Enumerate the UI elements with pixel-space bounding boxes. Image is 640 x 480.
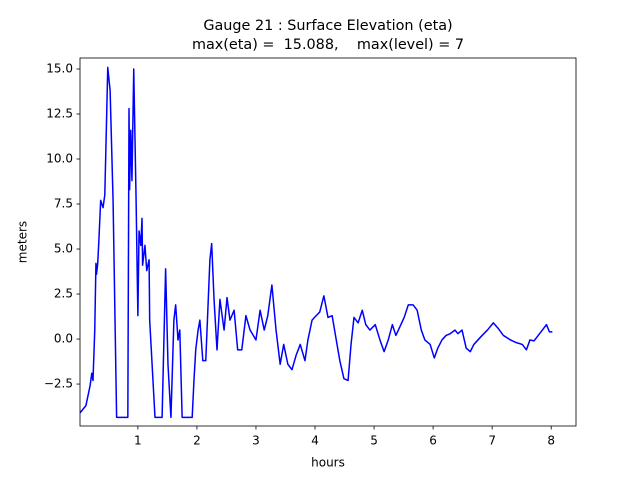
x-axis-label: hours (311, 456, 345, 470)
y-tick-label: −2.5 (44, 377, 73, 391)
y-tick-label: 0.0 (54, 332, 73, 346)
y-axis-label: meters (16, 221, 30, 263)
x-tick-label: 4 (311, 434, 319, 448)
y-tick-label: 12.5 (46, 106, 73, 120)
x-tick-label: 5 (370, 434, 378, 448)
x-tick-label: 3 (252, 434, 260, 448)
data-line (80, 66, 553, 419)
chart-title: Gauge 21 : Surface Elevation (eta) (203, 18, 452, 34)
x-tick-label: 1 (134, 434, 142, 448)
y-tick-label: 2.5 (54, 287, 73, 301)
y-tick-label: 10.0 (46, 152, 73, 166)
y-tick-label: 7.5 (54, 197, 73, 211)
chart-subtitle: max(eta) = 15.088, max(level) = 7 (192, 37, 464, 53)
y-tick-label: 15.0 (46, 61, 73, 75)
plot-frame (79, 57, 577, 427)
x-tick-label: 6 (429, 434, 437, 448)
x-tick-label: 2 (193, 434, 201, 448)
x-tick-label: 7 (488, 434, 496, 448)
y-tick-label: 5.0 (54, 242, 73, 256)
x-tick-label: 8 (547, 434, 555, 448)
